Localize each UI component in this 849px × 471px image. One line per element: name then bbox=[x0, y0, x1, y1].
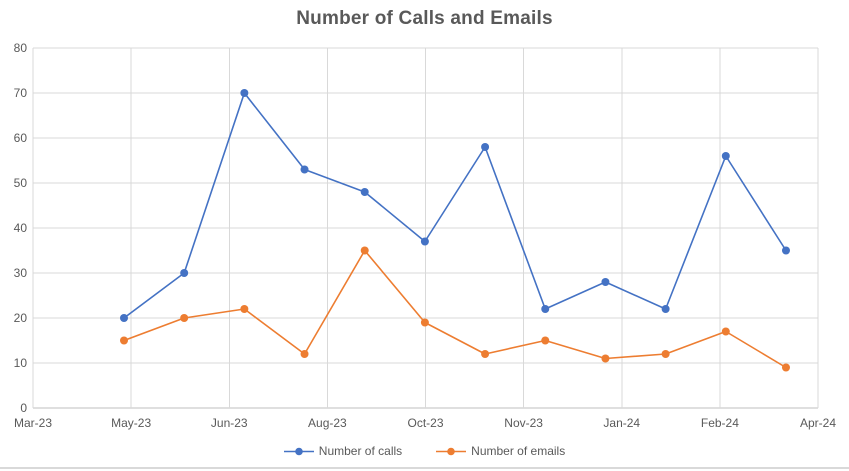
data-point-marker[interactable] bbox=[661, 305, 670, 313]
x-tick-label: Jan-24 bbox=[603, 416, 640, 430]
chart-title: Number of Calls and Emails bbox=[296, 8, 553, 29]
window-bottom-border bbox=[0, 467, 849, 469]
x-tick-label: Mar-23 bbox=[14, 416, 52, 430]
data-point-marker[interactable] bbox=[601, 354, 610, 363]
chart-legend: Number of calls Number of emails bbox=[0, 441, 849, 461]
data-point-marker[interactable] bbox=[180, 269, 189, 277]
series-line-number-of-emails[interactable] bbox=[123, 249, 787, 369]
y-tick-label: 80 bbox=[14, 41, 28, 55]
x-tick-label: Jun-23 bbox=[211, 416, 248, 430]
x-tick-label: May-23 bbox=[111, 416, 151, 430]
legend-label: Number of emails bbox=[471, 444, 566, 458]
data-point-marker[interactable] bbox=[240, 305, 249, 313]
y-tick-label: 70 bbox=[14, 86, 28, 100]
data-point-marker[interactable] bbox=[420, 237, 429, 246]
data-point-marker[interactable] bbox=[300, 165, 309, 174]
y-tick-label: 30 bbox=[14, 266, 28, 280]
legend-marker-icon bbox=[283, 447, 314, 455]
y-tick-label: 10 bbox=[14, 356, 28, 370]
data-point-marker[interactable] bbox=[420, 318, 429, 327]
data-point-marker[interactable] bbox=[120, 314, 128, 322]
y-tick-label: 20 bbox=[14, 311, 28, 325]
data-point-marker[interactable] bbox=[661, 350, 670, 358]
data-point-marker[interactable] bbox=[721, 327, 730, 336]
series-line-number-of-calls[interactable] bbox=[123, 92, 787, 319]
data-point-marker[interactable] bbox=[721, 152, 730, 160]
y-tick-label: 50 bbox=[14, 176, 28, 190]
data-point-marker[interactable] bbox=[481, 350, 490, 358]
y-tick-label: 60 bbox=[14, 131, 28, 145]
data-point-marker[interactable] bbox=[781, 363, 790, 372]
data-point-marker[interactable] bbox=[360, 246, 369, 255]
legend-label: Number of calls bbox=[318, 444, 403, 458]
x-tick-label: Apr-24 bbox=[800, 416, 836, 430]
y-tick-label: 40 bbox=[14, 221, 28, 235]
x-tick-label: Nov-23 bbox=[504, 416, 543, 430]
legend-marker-icon bbox=[436, 447, 467, 455]
data-point-marker[interactable] bbox=[481, 143, 490, 151]
x-tick-label: Aug-23 bbox=[308, 416, 347, 430]
data-point-marker[interactable] bbox=[601, 278, 610, 286]
data-point-marker[interactable] bbox=[240, 89, 249, 97]
data-point-marker[interactable] bbox=[781, 246, 790, 255]
data-point-marker[interactable] bbox=[360, 188, 369, 196]
x-tick-label: Oct-23 bbox=[407, 416, 443, 430]
data-point-marker[interactable] bbox=[120, 336, 128, 345]
data-point-marker[interactable] bbox=[180, 314, 189, 322]
legend-item-number-of-calls[interactable]: Number of calls bbox=[283, 444, 403, 458]
data-point-marker[interactable] bbox=[541, 336, 550, 345]
line-chart-plot[interactable]: 0 10 20 30 40 50 60 70 80 Mar-23 May-23 Jun-23 Aug-2… bbox=[0, 0, 849, 440]
legend-item-number-of-emails[interactable]: Number of emails bbox=[436, 444, 565, 458]
y-tick-label: 0 bbox=[20, 401, 27, 415]
data-point-marker[interactable] bbox=[541, 305, 550, 313]
data-point-marker[interactable] bbox=[300, 350, 309, 358]
x-tick-label: Feb-24 bbox=[701, 416, 739, 430]
